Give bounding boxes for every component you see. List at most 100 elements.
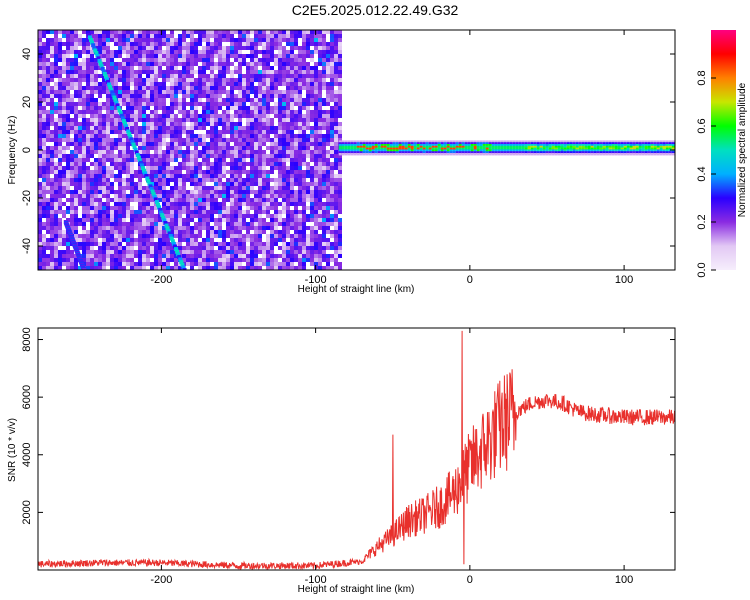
heatmap-cell [106,134,110,138]
signal-band-cell [545,153,549,156]
heatmap-cell [102,54,106,58]
signal-band-cell [551,145,555,149]
heatmap-cell [190,82,194,86]
heatmap-cell [322,162,326,166]
signal-band-cell [341,151,345,154]
heatmap-cell [42,86,46,90]
heatmap-cell [262,62,266,66]
heatmap-cell [178,78,182,82]
heatmap-cell [302,210,306,214]
heatmap-cell [178,250,182,254]
heatmap-cell [82,94,86,98]
heatmap-cell [258,38,262,42]
heatmap-cell [246,154,250,158]
heatmap-cell [238,134,242,138]
heatmap-cell [38,110,42,114]
heatmap-cell [158,74,162,78]
heatmap-cell [298,62,302,66]
heatmap-cell [62,210,66,214]
heatmap-cell [226,54,230,58]
heatmap-cell [46,134,50,138]
heatmap-cell [74,210,78,214]
signal-band-cell [341,147,345,150]
heatmap-cell [322,258,326,262]
heatmap-cell [162,266,166,270]
heatmap-cell [178,206,182,210]
heatmap-cell [254,90,258,94]
heatmap-cell [202,158,206,162]
heatmap-cell [102,254,106,258]
signal-band-cell [491,145,495,149]
heatmap-cell [278,38,282,42]
heatmap-cell [62,126,66,130]
heatmap-cell [338,90,342,94]
heatmap-cell [54,154,58,158]
signal-band-cell [542,140,546,143]
heatmap-cell [238,98,242,102]
signal-band-cell [413,144,417,147]
heatmap-cell [278,122,282,126]
heatmap-cell [146,154,150,158]
heatmap-cell [118,158,122,162]
heatmap-cell [326,122,330,126]
heatmap-cell [250,246,254,250]
signal-band-cell [497,145,501,149]
heatmap-cell [290,30,294,34]
heatmap-cell [94,250,98,254]
heatmap-cell [142,58,146,62]
heatmap-cell [162,202,166,206]
heatmap-cell [134,34,138,38]
signal-band-cell [539,144,543,147]
heatmap-cell [274,102,278,106]
signal-band-cell [383,153,387,156]
heatmap-cell [262,150,266,154]
signal-band-cell [371,151,375,154]
signal-band-cell [488,149,492,152]
heatmap-cell [298,34,302,38]
heatmap-cell [318,98,322,102]
heatmap-cell [66,166,70,170]
signal-band-cell [386,142,390,145]
heatmap-cell [226,258,230,262]
heatmap-cell [66,118,70,122]
heatmap-cell [286,166,290,170]
heatmap-cell [98,82,102,86]
heatmap-cell [270,170,274,174]
heatmap-cell [142,82,146,86]
heatmap-cell [98,222,102,226]
signal-band-cell [356,153,360,156]
heatmap-cell [206,34,210,38]
heatmap-cell [158,262,162,266]
heatmap-cell [334,50,338,54]
heatmap-cell [102,90,106,94]
heatmap-cell [182,126,186,130]
heatmap-cell [294,210,298,214]
heatmap-cell [146,190,150,194]
signal-band-cell [566,151,570,154]
heatmap-cell [158,102,162,106]
signal-band-cell [359,142,363,145]
heatmap-cell [50,50,54,54]
heatmap-cell [202,262,206,266]
diagonal-line-cell [158,207,163,212]
signal-band-cell [398,149,402,152]
heatmap-cell [90,82,94,86]
heatmap-cell [158,250,162,254]
heatmap-cell [70,126,74,130]
diagonal-line-cell [124,124,129,129]
heatmap-cell [138,58,142,62]
heatmap-cell [250,90,254,94]
heatmap-cell [286,102,290,106]
heatmap-cell [102,130,106,134]
signal-band-cell [515,147,519,150]
signal-band-cell [521,144,525,147]
heatmap-cell [178,74,182,78]
heatmap-cell [86,174,90,178]
heatmap-cell [90,198,94,202]
signal-band-cell [554,140,558,143]
heatmap-cell [74,174,78,178]
heatmap-cell [318,198,322,202]
heatmap-cell [58,82,62,86]
heatmap-cell [326,158,330,162]
heatmap-cell [138,250,142,254]
